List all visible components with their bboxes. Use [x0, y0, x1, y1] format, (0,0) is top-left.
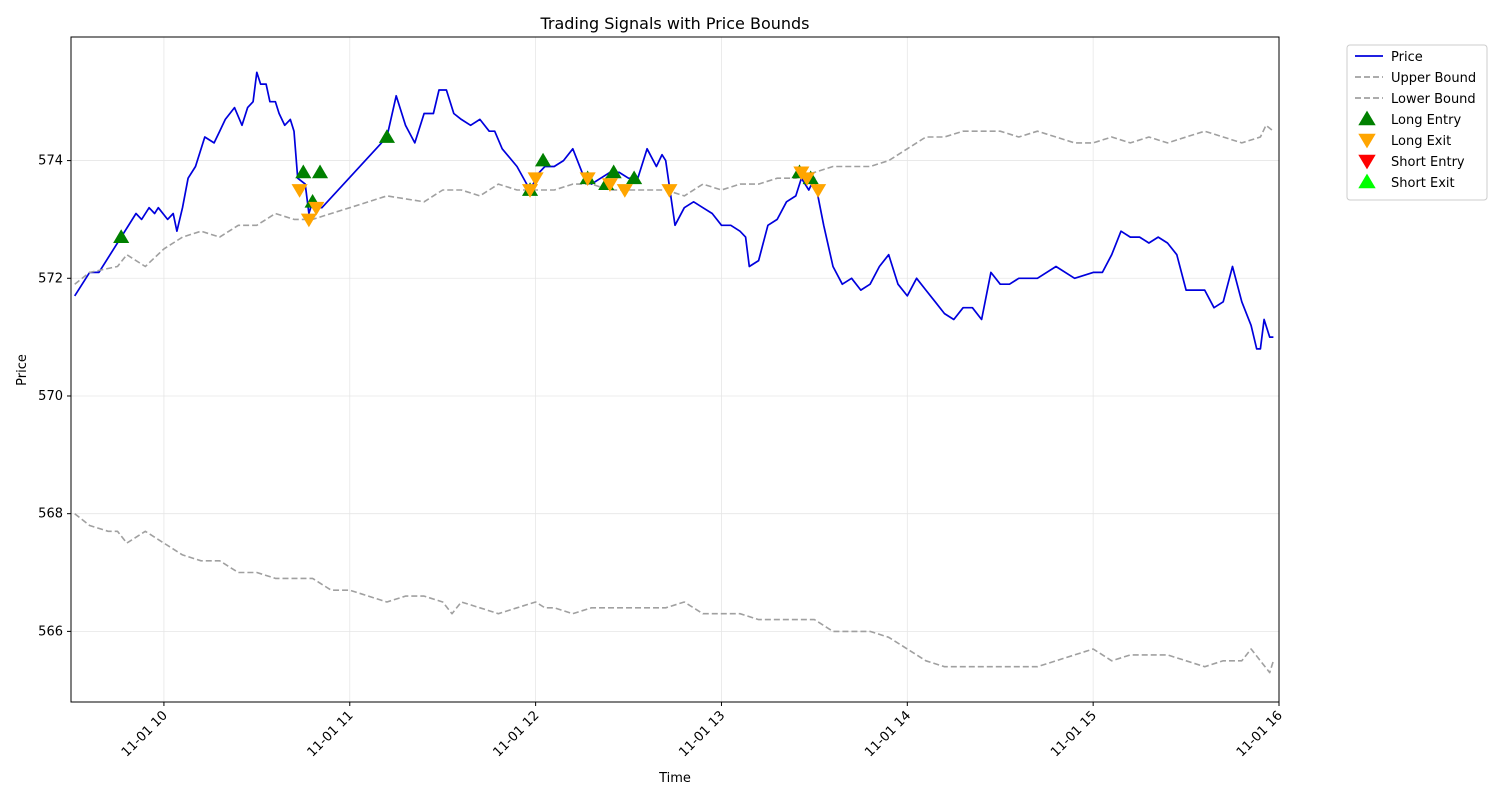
x-tick-label: 11-01 14: [862, 708, 914, 760]
long-exit-marker: [601, 178, 619, 192]
long-entry-marker: [534, 152, 552, 167]
long-entry-marker: [605, 164, 622, 179]
y-axis: 566 568 570 572 574: [38, 154, 71, 639]
y-axis-label: Price: [15, 354, 30, 386]
x-tick-label: 11-01 12: [491, 708, 543, 760]
x-tick-label: 11-01 10: [119, 708, 171, 760]
long-entry-marker: [311, 164, 329, 179]
long-exit-marker: [661, 184, 678, 198]
legend-label: Short Exit: [1391, 176, 1455, 191]
long-exit-marker: [579, 172, 596, 187]
long-exit-marker: [300, 213, 317, 228]
long-exit-marker: [527, 172, 544, 187]
y-tick-label: 566: [38, 624, 63, 639]
x-axis: 11-01 10 11-01 11 11-01 12 11-01 13 11-01 14…: [119, 702, 1286, 760]
upper-bound-line: [74, 124, 1274, 285]
legend-swatch: [1358, 110, 1376, 126]
legend-label: Short Entry: [1391, 155, 1465, 170]
long-exit-marker: [810, 184, 827, 198]
legend-box: [1346, 44, 1488, 201]
legend-swatch: [1358, 173, 1376, 189]
legend-swatch: [1358, 154, 1376, 170]
long-entry-marker: [378, 129, 395, 143]
long-entry-marker: [295, 164, 312, 179]
long-exit-marker: [616, 184, 633, 198]
long-entry-marker: [113, 229, 130, 243]
long-exit-marker: [291, 184, 308, 198]
x-axis-label: Time: [658, 771, 691, 786]
lower-bound-line: [74, 513, 1275, 674]
legend-label: Long Exit: [1391, 134, 1451, 149]
price-line: [73, 71, 1274, 350]
long-exit-marker: [798, 172, 816, 187]
y-tick-label: 572: [38, 271, 63, 286]
plot-frame: [70, 36, 1280, 703]
legend-label: Upper Bound: [1391, 71, 1476, 86]
x-tick-label: 11-01 13: [676, 708, 728, 760]
x-tick-label: 11-01 15: [1048, 708, 1100, 760]
legend-label: Price: [1391, 50, 1423, 65]
marker-layer: [113, 129, 827, 243]
chart-title: Trading Signals with Price Bounds: [539, 14, 809, 33]
legend-label: Lower Bound: [1391, 92, 1476, 107]
y-tick-label: 570: [38, 389, 63, 404]
legend: Price Upper Bound Lower Bound Long Entry Lon…: [1346, 44, 1488, 201]
series-layer: [73, 71, 1275, 674]
long-entry-marker: [626, 170, 643, 185]
x-tick-label: 11-01 11: [305, 708, 357, 760]
long-exit-marker: [521, 184, 539, 198]
y-tick-label: 568: [38, 507, 63, 522]
legend-swatch: [1358, 133, 1376, 149]
y-tick-label: 574: [38, 154, 63, 169]
grid: [71, 37, 1280, 702]
x-tick-label: 11-01 16: [1234, 708, 1286, 760]
legend-label: Long Entry: [1391, 113, 1461, 128]
long-exit-marker: [308, 201, 325, 216]
